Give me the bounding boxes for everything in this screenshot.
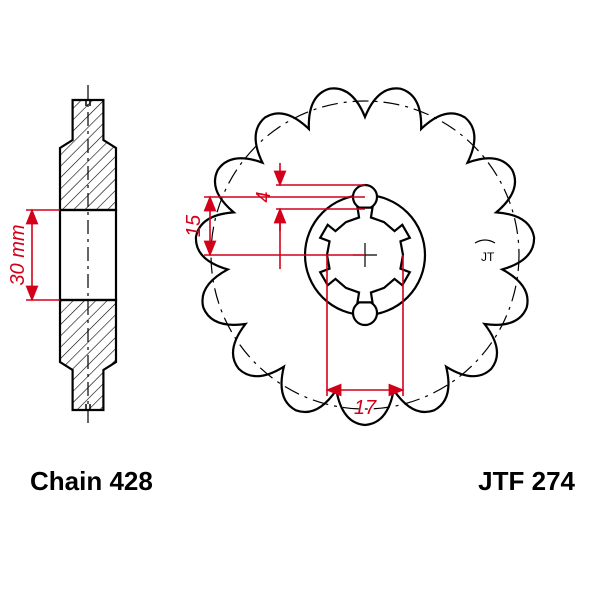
sprocket-front-view: JT bbox=[196, 88, 534, 425]
side-profile-view: 30 mm bbox=[7, 85, 116, 425]
dim-bolt-hole-dia: 4 bbox=[253, 191, 275, 202]
technical-drawing: 30 mm JT 15 4 17 Chain 428 JTF 274 bbox=[0, 0, 600, 600]
brand-mark: JT bbox=[481, 250, 495, 264]
dim-bolt-center-dist: 15 bbox=[183, 214, 205, 237]
chain-spec-label: Chain 428 bbox=[30, 466, 153, 496]
dim-side-height: 30 mm bbox=[7, 224, 29, 285]
dim-shaft-width: 17 bbox=[354, 397, 377, 419]
bolt-hole-bottom bbox=[353, 301, 377, 325]
part-number-label: JTF 274 bbox=[478, 466, 575, 496]
